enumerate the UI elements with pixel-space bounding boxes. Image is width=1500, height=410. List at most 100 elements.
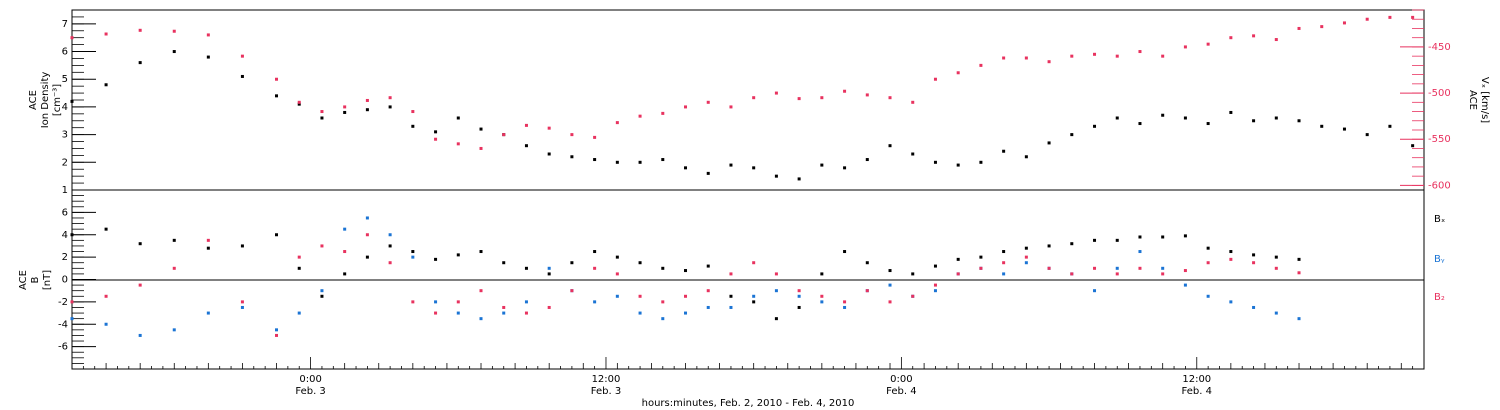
- density-point: [888, 144, 892, 148]
- density-point: [1342, 127, 1346, 131]
- bz-point: [820, 294, 824, 298]
- x-tick-date: Feb. 4: [1182, 386, 1212, 397]
- density-point: [411, 124, 415, 128]
- bx-point: [1252, 253, 1256, 257]
- bx-point: [547, 272, 551, 276]
- bz-point: [638, 294, 642, 298]
- bz-point: [661, 300, 665, 304]
- density-point: [706, 171, 710, 175]
- bz-point: [729, 272, 733, 276]
- bx-point: [1002, 250, 1006, 254]
- density-point: [615, 160, 619, 164]
- density-point: [138, 61, 142, 65]
- top-y2label-line-2: Vₓ [km/s]: [1479, 77, 1490, 123]
- density-point: [297, 102, 301, 106]
- bz-point: [206, 238, 210, 242]
- by-point: [820, 300, 824, 304]
- bx-point: [797, 305, 801, 309]
- density-point: [1183, 116, 1187, 120]
- bz-point: [774, 272, 778, 276]
- density-point: [1002, 149, 1006, 153]
- density-point: [1320, 124, 1324, 128]
- bx-point: [661, 266, 665, 270]
- density-point: [1024, 155, 1028, 159]
- bz-point: [1206, 261, 1210, 265]
- density-point: [275, 94, 279, 98]
- x-tick-date: Feb. 3: [295, 386, 325, 397]
- bz-point: [956, 272, 960, 276]
- vx-point: [1320, 25, 1324, 29]
- vx-point: [275, 77, 279, 81]
- vx-point: [752, 96, 756, 100]
- density-point: [752, 166, 756, 170]
- x-tick-time: 0:00: [890, 374, 912, 385]
- vx-point: [524, 123, 528, 127]
- vx-point: [638, 114, 642, 118]
- bx-point: [1047, 244, 1051, 248]
- by-point: [593, 300, 597, 304]
- density-point: [593, 158, 597, 162]
- density-point: [70, 99, 74, 103]
- density-point: [320, 116, 324, 120]
- top-y2tick-label: -550: [1428, 134, 1451, 145]
- vx-point: [365, 98, 369, 102]
- density-point: [979, 160, 983, 164]
- bx-point: [240, 244, 244, 248]
- by-point: [1252, 305, 1256, 309]
- by-point: [1138, 250, 1142, 254]
- bx-point: [1138, 235, 1142, 239]
- bz-point: [1274, 266, 1278, 270]
- bz-point: [343, 250, 347, 254]
- bz-point: [1002, 261, 1006, 265]
- vx-point: [661, 111, 665, 115]
- bz-point: [1183, 269, 1187, 273]
- bx-point: [615, 255, 619, 259]
- density-point: [1161, 113, 1165, 117]
- by-point: [70, 317, 74, 321]
- density-point: [172, 50, 176, 54]
- bx-point: [479, 250, 483, 254]
- bz-point: [1070, 272, 1074, 276]
- bz-point: [388, 261, 392, 265]
- bx-point: [979, 255, 983, 259]
- vx-point: [1365, 17, 1369, 21]
- bx-point: [1229, 250, 1233, 254]
- top-y2tick-label: -500: [1428, 88, 1451, 99]
- vx-point: [684, 105, 688, 109]
- bx-point: [297, 266, 301, 270]
- bx-point: [434, 257, 438, 261]
- by-point: [502, 311, 506, 315]
- top-ylabel-line-2: Ion Density: [40, 72, 51, 129]
- bz-point: [1229, 257, 1233, 261]
- vx-point: [502, 133, 506, 137]
- vx-point: [547, 126, 551, 130]
- bx-point: [638, 261, 642, 265]
- bx-point: [729, 294, 733, 298]
- bz-point: [275, 333, 279, 337]
- vx-point: [1252, 34, 1256, 38]
- density-point: [1274, 116, 1278, 120]
- vx-point: [979, 63, 983, 67]
- by-point: [638, 311, 642, 315]
- density-point: [661, 158, 665, 162]
- top-ytick-label: 5: [62, 74, 68, 85]
- bx-point: [706, 264, 710, 268]
- by-point: [1115, 266, 1119, 270]
- bottom-ytick-label: 0: [62, 275, 68, 286]
- bz-point: [70, 300, 74, 304]
- bx-point: [388, 244, 392, 248]
- bz-point: [172, 266, 176, 270]
- bz-point: [843, 300, 847, 304]
- bz-point: [456, 300, 460, 304]
- bx-point: [820, 272, 824, 276]
- bottom-ytick-label: 2: [62, 252, 68, 263]
- density-point: [1047, 141, 1051, 145]
- bottom-ytick-label: 6: [62, 207, 68, 218]
- bz-point: [1161, 272, 1165, 276]
- density-point: [240, 74, 244, 78]
- data-marks: [70, 15, 1415, 337]
- vx-point: [1183, 45, 1187, 49]
- density-point: [933, 160, 937, 164]
